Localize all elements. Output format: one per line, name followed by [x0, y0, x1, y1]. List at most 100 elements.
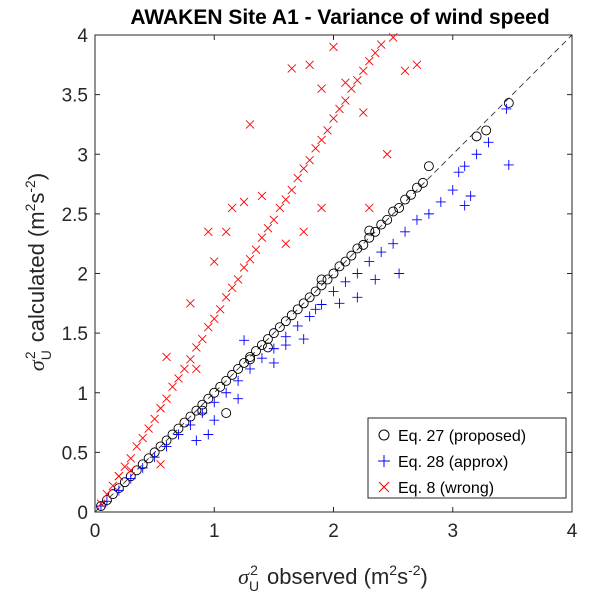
svg-text:σU2 observed (m2s-2): σU2 observed (m2s-2) [238, 562, 428, 594]
ticks-layer: 0 1 2 3 4 0 0.5 1 1.5 2 2.5 3 3.5 4 [62, 26, 578, 542]
legend-marker-plus [378, 455, 390, 467]
data-point-plus [95, 501, 106, 512]
data-point-circle [364, 225, 375, 236]
data-point-plus [503, 159, 514, 170]
data-point-x [245, 120, 255, 129]
data-point-plus [388, 238, 399, 249]
data-point-circle [203, 393, 214, 404]
data-point-plus [298, 334, 309, 345]
data-point-x [126, 465, 136, 475]
data-point-circle [412, 182, 422, 193]
data-point-x [305, 155, 314, 165]
x-tick-label: 1 [209, 521, 220, 542]
data-point-circle [352, 243, 363, 254]
data-point-x [388, 33, 398, 42]
y-tick-label: 1 [77, 384, 88, 405]
legend-label-eq27: Eq. 27 (proposed) [398, 428, 526, 445]
data-point-x [323, 126, 332, 135]
y-tick-label: 3 [77, 145, 88, 166]
data-point-x [215, 304, 225, 314]
legend-label-eq8: Eq. 8 (wrong) [398, 480, 494, 497]
legend-box [367, 417, 567, 499]
data-point-circle [417, 177, 428, 188]
data-point-x [382, 149, 392, 159]
data-point-x [198, 334, 207, 344]
data-point-x [227, 203, 237, 213]
data-point-circle [340, 256, 351, 267]
data-point-plus [280, 340, 291, 351]
data-point-plus [113, 485, 124, 496]
data-point-circle [334, 261, 345, 272]
reference-line-y-equals-x [94, 34, 573, 513]
data-point-x [239, 197, 249, 207]
data-point-circle [233, 363, 244, 374]
data-point-x [376, 40, 386, 49]
data-point-circle [310, 286, 321, 297]
y-tick-label: 4 [77, 26, 88, 47]
data-point-x [287, 64, 297, 73]
data-point-plus [125, 473, 136, 484]
data-point-plus [185, 419, 196, 430]
data-point-circle [245, 354, 255, 365]
data-point-x [233, 275, 243, 284]
data-point-plus [459, 200, 470, 211]
data-point-circle [503, 98, 514, 108]
data-point-plus [334, 298, 345, 309]
series-x [96, 33, 422, 508]
data-point-x [275, 203, 285, 213]
data-point-x [108, 481, 118, 491]
y-tick-label: 2 [77, 265, 88, 286]
data-point-circle [298, 298, 309, 309]
data-point-x [245, 254, 255, 264]
data-point-plus [310, 304, 321, 315]
data-point-x [370, 48, 380, 58]
x-tick-label: 4 [567, 521, 578, 542]
data-point-x [186, 298, 195, 308]
data-point-circle [406, 189, 416, 200]
data-point-x [203, 322, 213, 332]
data-point-plus [316, 299, 327, 310]
data-point-circle [274, 322, 285, 333]
data-point-plus [203, 429, 214, 440]
data-point-x [341, 96, 350, 105]
data-point-plus [292, 320, 303, 331]
data-point-plus [197, 408, 208, 419]
data-point-circle [316, 274, 327, 285]
data-point-plus [280, 331, 291, 342]
data-point-circle [400, 194, 410, 205]
data-point-plus [435, 196, 446, 207]
data-point-x [364, 203, 374, 213]
data-point-x [364, 56, 374, 66]
data-point-circle [388, 206, 399, 217]
data-point-x [221, 293, 231, 302]
y-tick-label: 2.5 [62, 205, 88, 226]
data-point-circle [268, 328, 279, 339]
data-point-x [299, 164, 309, 173]
data-point-x [209, 257, 219, 266]
data-point-circle [304, 292, 315, 303]
data-point-x [305, 60, 314, 70]
data-point-circle [262, 334, 273, 345]
legend-item-eq8: Eq. 8 (wrong) [378, 480, 494, 497]
data-point-x [329, 42, 338, 52]
data-point-plus [256, 353, 267, 364]
x-tick-label: 0 [90, 521, 101, 542]
data-point-plus [268, 343, 279, 354]
data-point-x [317, 203, 326, 213]
data-point-x [192, 364, 201, 374]
data-point-x [358, 108, 368, 117]
data-point-x [412, 60, 422, 70]
series-plus [95, 103, 514, 512]
data-point-plus [459, 161, 470, 172]
data-point-circle [481, 125, 492, 136]
data-point-circle [394, 202, 405, 213]
data-point-plus [501, 103, 512, 114]
data-point-x [132, 442, 142, 451]
x-axis-label: σU2 observed (m2s-2) [238, 562, 428, 594]
data-point-plus [340, 276, 351, 287]
data-point-plus [209, 397, 220, 408]
data-point-plus [471, 149, 482, 160]
data-point-circle [179, 417, 190, 428]
data-point-plus [465, 190, 476, 201]
